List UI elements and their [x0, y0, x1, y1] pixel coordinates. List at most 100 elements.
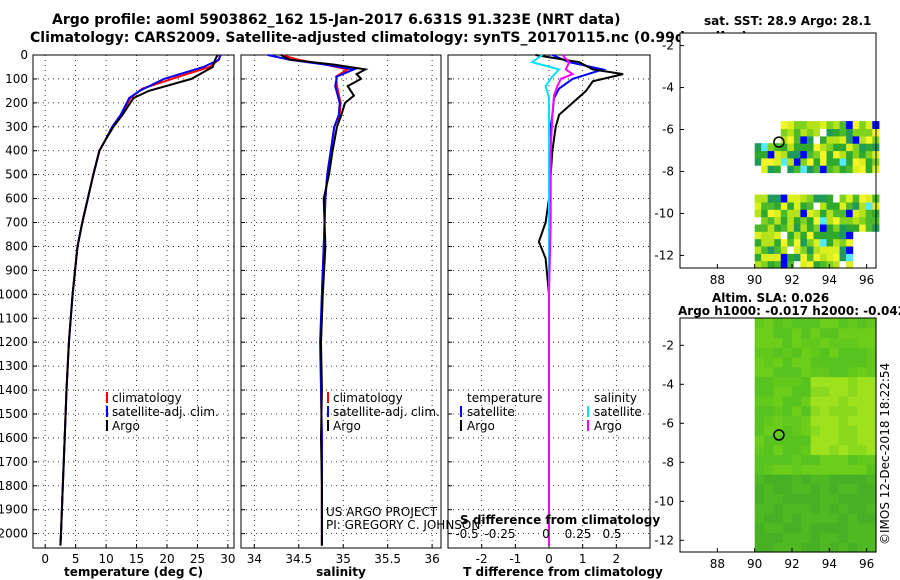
sla-cell	[754, 444, 765, 456]
sla-cell	[848, 415, 858, 426]
sla-cell	[754, 435, 765, 446]
sst-cell	[800, 260, 808, 269]
sst-cell	[761, 165, 769, 174]
sla-cell	[848, 337, 858, 348]
sla-cell	[838, 337, 849, 348]
sst-cell	[839, 201, 847, 210]
map-x-tick-label: 90	[747, 273, 762, 287]
sst-cell	[833, 143, 841, 152]
sla-cell	[866, 415, 877, 426]
sla-cell	[820, 366, 830, 378]
sst-cell	[787, 253, 795, 262]
sla-cell	[764, 483, 774, 495]
sla-cell	[810, 366, 821, 378]
sla-cell	[782, 347, 793, 358]
sst-cell	[839, 216, 847, 225]
sla-cell	[764, 464, 774, 475]
sst-cell	[800, 143, 808, 152]
sla-cell	[764, 425, 774, 436]
sla-cell	[857, 444, 868, 456]
sla-cell	[820, 444, 830, 456]
sla-cell	[820, 396, 830, 407]
sla-cell	[820, 503, 830, 514]
sst-cell	[833, 150, 841, 159]
sst-cell	[780, 165, 788, 174]
sla-cell	[810, 357, 821, 368]
sst-cell	[839, 231, 847, 240]
sla-cell	[782, 474, 793, 485]
sst-cell	[820, 209, 828, 218]
sla-cell	[866, 483, 877, 495]
sst-cell	[806, 194, 814, 203]
sla-cell	[764, 474, 774, 485]
sla-cell	[810, 503, 821, 514]
sla-cell	[866, 435, 877, 446]
sla-cell	[857, 327, 868, 339]
x-tick-label: 10	[98, 552, 113, 566]
sst-cell	[761, 157, 769, 166]
map-x-tick-label: 96	[859, 557, 874, 571]
sst-cell	[754, 157, 762, 166]
sla-cell	[773, 396, 784, 407]
sla-cell	[848, 464, 858, 475]
diff-legend-label-s: satellite	[594, 405, 642, 419]
sla-cell	[829, 396, 840, 407]
sst-cell	[846, 135, 854, 144]
sal-legend-label: Argo	[333, 419, 361, 433]
sla-cell	[801, 396, 812, 407]
sla-cell	[764, 415, 774, 426]
sla-cell	[829, 474, 840, 485]
sla-cell	[792, 532, 802, 543]
sla-cell	[801, 454, 812, 465]
sst-cell	[859, 194, 867, 203]
sst-cell	[833, 135, 841, 144]
sla-cell	[866, 513, 877, 524]
y-tick-label: 1700	[0, 455, 28, 469]
sla-cell	[857, 532, 868, 543]
sla-cell	[848, 357, 858, 368]
x-tick-label-t: 1	[579, 552, 587, 566]
sla-cell	[810, 483, 821, 495]
sla-cell	[829, 318, 840, 329]
sla-cell	[773, 493, 784, 504]
sst-cell	[813, 260, 821, 269]
map-y-tick-label: -2	[662, 338, 674, 352]
sla-cell	[857, 415, 868, 426]
sst-cell	[800, 121, 808, 129]
sst-cell	[826, 165, 834, 174]
sst-cell	[800, 150, 808, 159]
sst-cell	[820, 128, 828, 137]
sst-cell	[800, 128, 808, 137]
sst-cell	[767, 260, 775, 269]
sla-cell	[810, 474, 821, 485]
sst-cell	[774, 223, 782, 232]
sla-cell	[857, 474, 868, 485]
sla-cell	[782, 366, 793, 378]
sst-cell	[767, 209, 775, 218]
diff-legend-label-t: satellite	[467, 405, 515, 419]
temp-legend-label: Argo	[112, 419, 140, 433]
sst-cell	[865, 201, 873, 210]
sla-cell	[782, 357, 793, 368]
sla-cell	[810, 513, 821, 524]
project-annotation: PI: GREGORY C. JOHNSON	[326, 518, 480, 532]
sst-cell	[806, 238, 814, 247]
sst-cell	[846, 209, 854, 218]
sla-cell	[754, 483, 765, 495]
sla-cell	[764, 532, 774, 543]
sla-cell	[754, 415, 765, 426]
sst-cell	[852, 194, 860, 203]
sla-cell	[801, 357, 812, 368]
sla-cell	[857, 464, 868, 475]
sst-cell	[780, 121, 788, 129]
sla-cell	[848, 513, 858, 524]
sst-cell	[865, 150, 873, 159]
sla-cell	[838, 396, 849, 407]
sla-cell	[773, 474, 784, 485]
sla-cell	[782, 493, 793, 504]
diff-legend-title-t: temperature	[467, 391, 542, 405]
sst-cell	[839, 194, 847, 203]
map-y-tick-label: -12	[654, 533, 674, 547]
sst-cell	[846, 238, 854, 247]
sla-cell	[792, 493, 802, 504]
